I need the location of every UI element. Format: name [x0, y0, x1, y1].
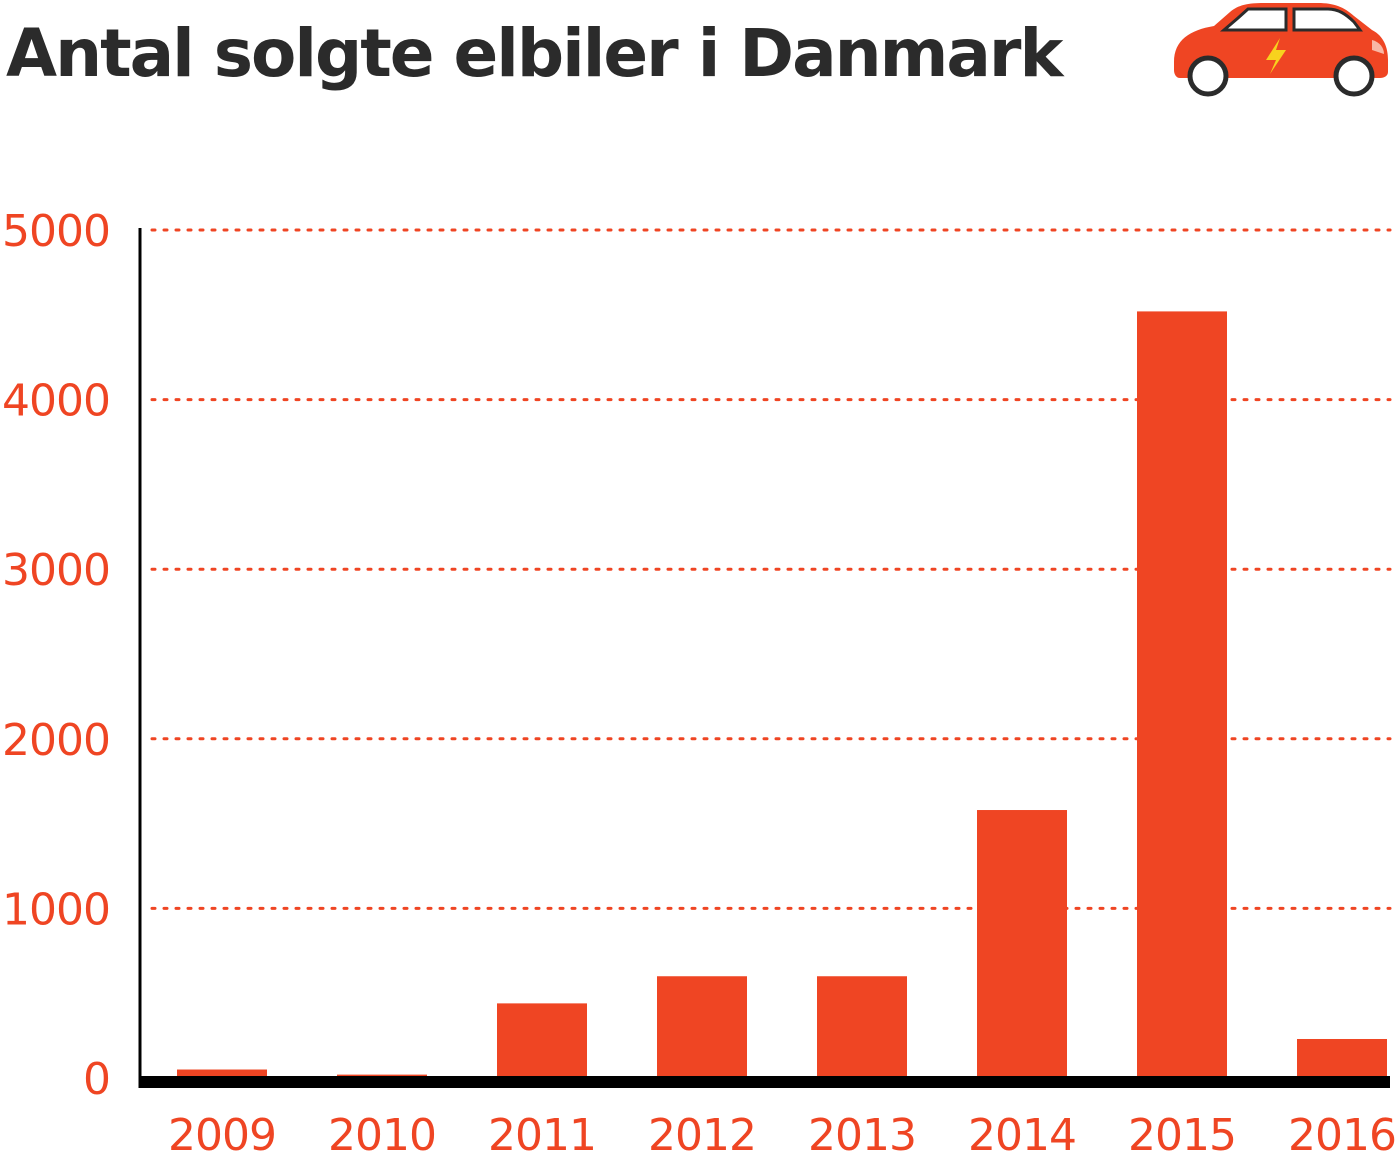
chart-title: Antal solgte elbiler i Danmark — [6, 15, 1063, 92]
car-window-front — [1219, 7, 1288, 32]
x-tick-label: 2016 — [1288, 1110, 1396, 1161]
y-tick-label: 0 — [83, 1054, 110, 1105]
y-tick-label: 1000 — [2, 884, 110, 935]
x-tick-label: 2014 — [968, 1110, 1076, 1161]
x-tick-labels: 2009 2010 2011 2012 2013 2014 2015 2016 — [168, 1110, 1397, 1161]
axes — [138, 228, 1390, 1088]
x-tick-label: 2011 — [488, 1110, 596, 1161]
car-window-rear — [1292, 7, 1363, 32]
y-tick-labels: 0 1000 2000 3000 4000 5000 — [2, 206, 111, 1105]
bar-2012 — [657, 976, 747, 1078]
electric-car-icon — [1174, 3, 1388, 97]
car-wheel-front — [1187, 55, 1229, 97]
bar-2013 — [817, 976, 907, 1078]
x-tick-label: 2010 — [328, 1110, 436, 1161]
y-tick-label: 4000 — [2, 376, 110, 427]
bar-2014 — [977, 810, 1067, 1078]
y-tick-label: 3000 — [2, 545, 110, 596]
car-headlight — [1372, 40, 1384, 54]
y-tick-label: 5000 — [2, 206, 110, 257]
y-tick-label: 2000 — [2, 715, 110, 766]
x-tick-label: 2013 — [808, 1110, 916, 1161]
x-tick-label: 2009 — [168, 1110, 276, 1161]
bar-2011 — [497, 1003, 587, 1078]
bar-2016 — [1297, 1038, 1387, 1078]
bars — [177, 311, 1387, 1079]
car-wheel-rear — [1333, 55, 1375, 97]
bar-2009 — [177, 1069, 267, 1078]
bar-2015 — [1137, 311, 1227, 1079]
x-tick-label: 2015 — [1128, 1110, 1236, 1161]
x-axis — [140, 1076, 1390, 1088]
bolt-icon — [1266, 38, 1286, 74]
x-tick-label: 2012 — [648, 1110, 756, 1161]
